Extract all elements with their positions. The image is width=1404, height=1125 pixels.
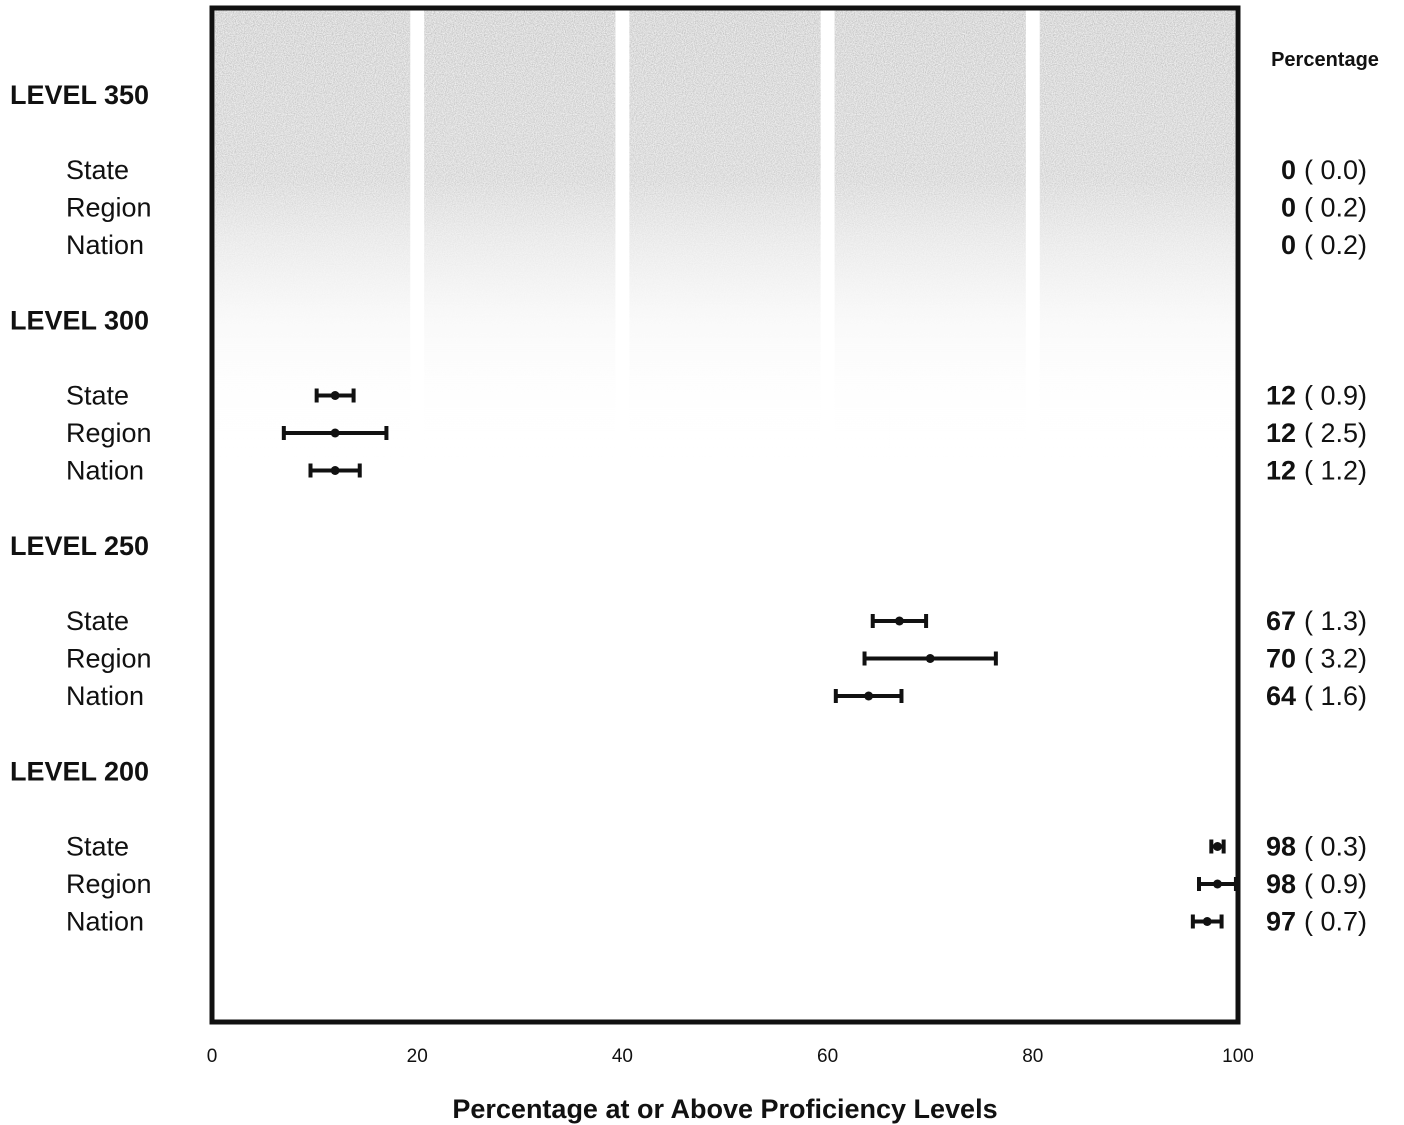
level-label: LEVEL 200 [10,757,149,787]
pct-se: ( 1.6) [1304,681,1367,711]
x-tick-label: 20 [407,1046,428,1067]
row-label: Region [66,193,152,223]
row-labels: LEVEL 350 State Region Nation LEVEL 300 State… [10,80,152,937]
row-label: Nation [66,456,144,486]
ci-point [864,691,874,701]
row-label: Region [66,418,152,448]
row-label: State [66,606,129,636]
pct-value: 0 [1281,193,1296,223]
ci-point [1202,917,1212,926]
ci-point [330,391,340,400]
pct-se: ( 0.9) [1304,869,1367,899]
ci-mark [281,426,389,440]
x-tick-label: 40 [612,1046,633,1067]
x-tick-label: 100 [1222,1046,1254,1067]
x-tick-label: 0 [207,1046,218,1067]
pct-se: ( 2.5) [1304,418,1367,448]
x-axis-ticks: 0 20 40 60 80 100 [207,1046,1254,1067]
row-label: Nation [66,681,144,711]
ci-mark [308,463,362,478]
pct-value: 67 [1266,606,1296,636]
level-label: LEVEL 350 [10,80,149,110]
shade-band [834,10,1026,610]
pct-se: ( 0.2) [1304,230,1367,260]
pct-se: ( 0.3) [1304,832,1367,862]
ci-point [925,654,935,663]
row-label: State [66,381,129,411]
pct-se: ( 0.9) [1304,381,1367,411]
pct-value: 0 [1281,155,1296,185]
plot-frame [209,5,1241,1025]
x-tick-label: 80 [1022,1046,1043,1067]
shade-band [424,10,616,610]
percentage-header: Percentage [1271,49,1379,71]
pct-value: 64 [1266,681,1296,711]
row-label: Region [66,644,152,674]
ci-mark [862,651,998,666]
level-label: LEVEL 250 [10,531,149,561]
level-label: LEVEL 300 [10,306,149,336]
pct-value: 12 [1266,381,1296,411]
pct-value: 12 [1266,456,1296,486]
percentage-column: 0 ( 0.0) 0 ( 0.2) 0 ( 0.2) 12 ( 0.9) 12 ( 2.5) 12 (… [1266,155,1367,937]
ci-mark [314,388,356,403]
pct-se: ( 1.2) [1304,456,1367,486]
pct-value: 0 [1281,230,1296,260]
ci-mark [1197,877,1238,891]
row-label: State [66,155,129,185]
ci-mark [870,614,929,628]
pct-value: 12 [1266,418,1296,448]
shade-band [629,10,821,610]
ci-point [330,466,340,475]
pct-se: ( 0.2) [1304,193,1367,223]
row-label: Nation [66,230,144,260]
row-label: Region [66,869,152,899]
x-tick-label: 60 [817,1046,838,1067]
ci-point [330,428,340,438]
ci-mark [1190,914,1224,929]
x-axis-label: Percentage at or Above Proficiency Level… [452,1094,997,1124]
ci-point [894,616,904,626]
pct-se: ( 0.0) [1304,155,1367,185]
ci-point [1212,842,1222,851]
pct-value: 98 [1266,832,1296,862]
pct-se: ( 3.2) [1304,644,1367,674]
ci-mark [833,689,904,703]
shaded-bands [215,10,1235,610]
pct-se: ( 0.7) [1304,907,1367,937]
pct-value: 70 [1266,644,1296,674]
pct-value: 98 [1266,869,1296,899]
ci-mark [1209,839,1226,854]
row-label: State [66,832,129,862]
shade-band [215,10,411,610]
shade-band [1039,10,1235,610]
pct-value: 97 [1266,907,1296,937]
row-label: Nation [66,907,144,937]
pct-se: ( 1.3) [1304,606,1367,636]
ci-point [1212,879,1222,889]
confidence-intervals [281,388,1238,929]
